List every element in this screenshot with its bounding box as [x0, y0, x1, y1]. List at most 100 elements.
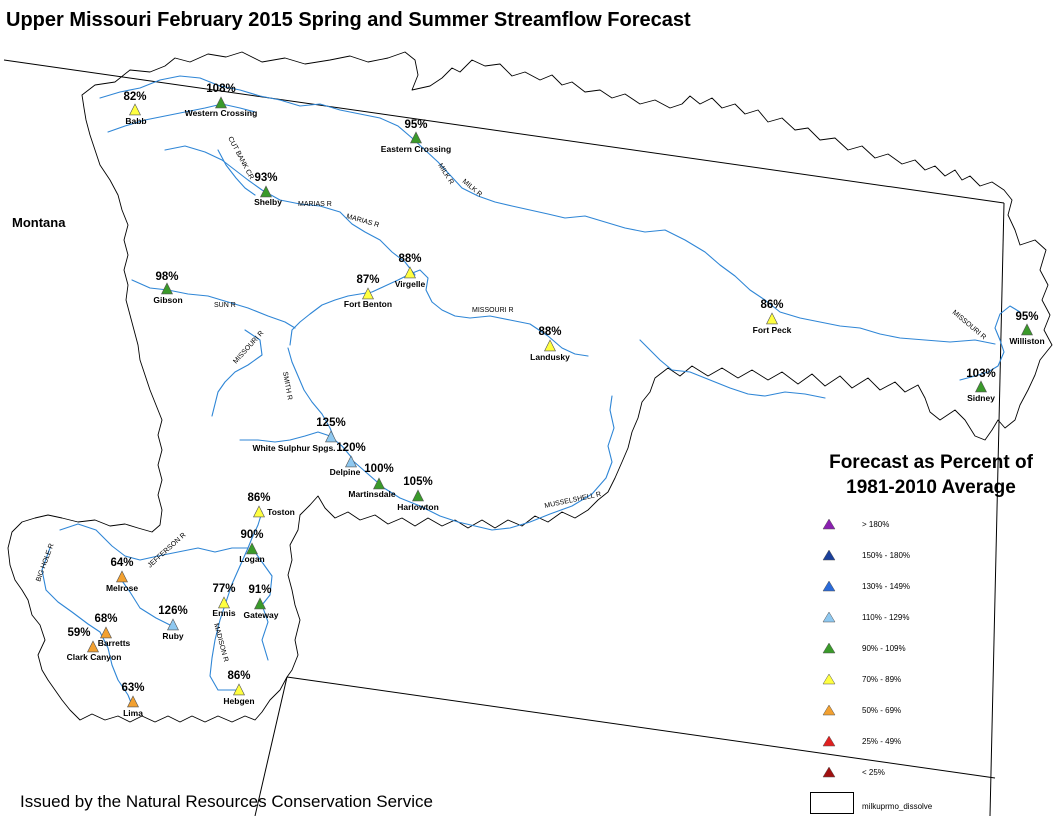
- station-name: Fort Peck: [753, 325, 792, 335]
- canada-border: [3, 59, 1005, 204]
- station-name: Harlowton: [397, 502, 439, 512]
- station-percent: 100%: [364, 463, 393, 475]
- station-percent: 95%: [404, 119, 427, 131]
- river-label: MISSOURI R: [232, 330, 265, 366]
- station-western-crossing: 108% Western Crossing: [185, 83, 258, 118]
- legend-title: Forecast as Percent of 1981-2010 Average: [800, 450, 1056, 500]
- station-percent: 105%: [403, 476, 432, 488]
- legend-triangle-icon: [822, 611, 836, 623]
- river-tributary-ne: [959, 305, 1021, 381]
- station-logan: 90% Logan: [239, 529, 265, 564]
- station-percent: 68%: [94, 613, 117, 625]
- station-name: Barretts: [98, 638, 131, 648]
- river-label: MILK R: [436, 162, 454, 186]
- station-name: Logan: [239, 554, 265, 564]
- legend-triangle-icon: [822, 766, 836, 778]
- river-madison: [209, 547, 249, 691]
- station-shelby: 93% Shelby: [254, 172, 282, 207]
- legend-title-line: Forecast as Percent of: [829, 452, 1033, 473]
- station-babb: 82% Babb: [123, 91, 146, 126]
- station-marker-icon: [167, 618, 179, 631]
- river-label: BIG HOLE R: [35, 543, 55, 583]
- river-label: MARIAS R: [345, 213, 379, 229]
- river-smith: [287, 347, 335, 439]
- station-marker-icon: [373, 477, 385, 490]
- river-big-hole: [41, 547, 133, 706]
- north-dakota-border: [989, 202, 1005, 816]
- station-percent: 86%: [760, 299, 783, 311]
- station-marker-icon: [260, 185, 272, 198]
- river-marias: [164, 145, 416, 276]
- station-marker-icon: [100, 626, 112, 639]
- station-williston: 95% Williston: [1009, 311, 1044, 346]
- station-name: Babb: [125, 116, 146, 126]
- station-name: Sidney: [967, 393, 995, 403]
- station-marker-icon: [254, 597, 266, 610]
- legend-label: 25% - 49%: [862, 737, 902, 746]
- station-name: Gibson: [153, 295, 182, 305]
- river-label: SUN R: [214, 302, 236, 309]
- station-name: Western Crossing: [185, 108, 258, 118]
- legend-triangle-icon: [822, 735, 836, 747]
- station-landusky: 88% Landusky: [530, 326, 570, 362]
- station-name: Shelby: [254, 197, 282, 207]
- station-name: Clark Canyon: [67, 652, 122, 662]
- station-marker-icon: [215, 96, 227, 109]
- station-name: Delpine: [330, 467, 361, 477]
- state-label: Montana: [12, 215, 66, 230]
- station-percent: 82%: [123, 91, 146, 103]
- legend-label: 130% - 149%: [862, 582, 911, 591]
- station-percent: 126%: [158, 605, 187, 617]
- river-label: JEFFERSON R: [147, 532, 188, 570]
- station-marker-icon: [127, 695, 139, 708]
- legend-triangle-icon: [822, 673, 836, 685]
- station-marker-icon: [410, 131, 422, 144]
- legend-triangle-icon: [822, 549, 836, 561]
- station-melrose: 64% Melrose: [106, 557, 138, 593]
- station-fort-peck: 86% Fort Peck: [753, 299, 792, 335]
- station-percent: 87%: [356, 274, 379, 286]
- station-percent: 86%: [227, 670, 250, 682]
- legend-triangle-icon: [822, 580, 836, 592]
- station-hebgen: 86% Hebgen: [223, 670, 254, 706]
- river-jefferson: [59, 523, 249, 561]
- station-name: White Sulphur Spgs.: [252, 443, 335, 453]
- station-percent: 120%: [336, 442, 365, 454]
- legend-boundary-swatch: [810, 792, 854, 814]
- station-barretts: 68% Barretts: [94, 613, 130, 648]
- station-marker-icon: [412, 489, 424, 502]
- station-marker-icon: [404, 266, 416, 279]
- station-percent: 90%: [240, 529, 263, 541]
- station-gateway: 91% Gateway: [244, 584, 279, 620]
- station-marker-icon: [766, 312, 778, 325]
- station-toston: 86% Toston: [247, 492, 295, 518]
- station-delpine: 120% Delpine: [330, 442, 366, 477]
- station-clark-canyon: 59% Clark Canyon: [67, 627, 122, 662]
- river-missouri-upper: [289, 269, 589, 357]
- river-missouri-mid: [211, 329, 263, 417]
- legend-triangle-icon: [822, 518, 836, 530]
- station-name: Melrose: [106, 583, 138, 593]
- station-marker-icon: [218, 596, 230, 609]
- station-virgelle: 88% Virgelle: [395, 253, 426, 289]
- idaho-wyoming-border: [254, 676, 288, 816]
- station-ennis: 77% Ennis: [212, 583, 235, 618]
- station-name: Toston: [267, 507, 295, 517]
- station-name: Martinsdale: [348, 489, 396, 499]
- page-title: Upper Missouri February 2015 Spring and …: [6, 9, 691, 31]
- legend-label: > 180%: [862, 520, 890, 529]
- river-label: MISSOURI R: [951, 309, 987, 341]
- river-label: MISSOURI R: [472, 307, 514, 314]
- station-percent: 63%: [121, 682, 144, 694]
- river-missouri-three-forks: [239, 431, 353, 459]
- legend-title-line: 1981-2010 Average: [846, 477, 1016, 498]
- station-name: Lima: [123, 708, 143, 718]
- station-harlowton: 105% Harlowton: [397, 476, 439, 512]
- river-milk: [99, 75, 996, 345]
- legend-label: 50% - 69%: [862, 706, 902, 715]
- station-name: Fort Benton: [344, 299, 392, 309]
- station-name: Ennis: [212, 608, 235, 618]
- river-missouri-toston: [247, 511, 263, 549]
- station-percent: 64%: [110, 557, 133, 569]
